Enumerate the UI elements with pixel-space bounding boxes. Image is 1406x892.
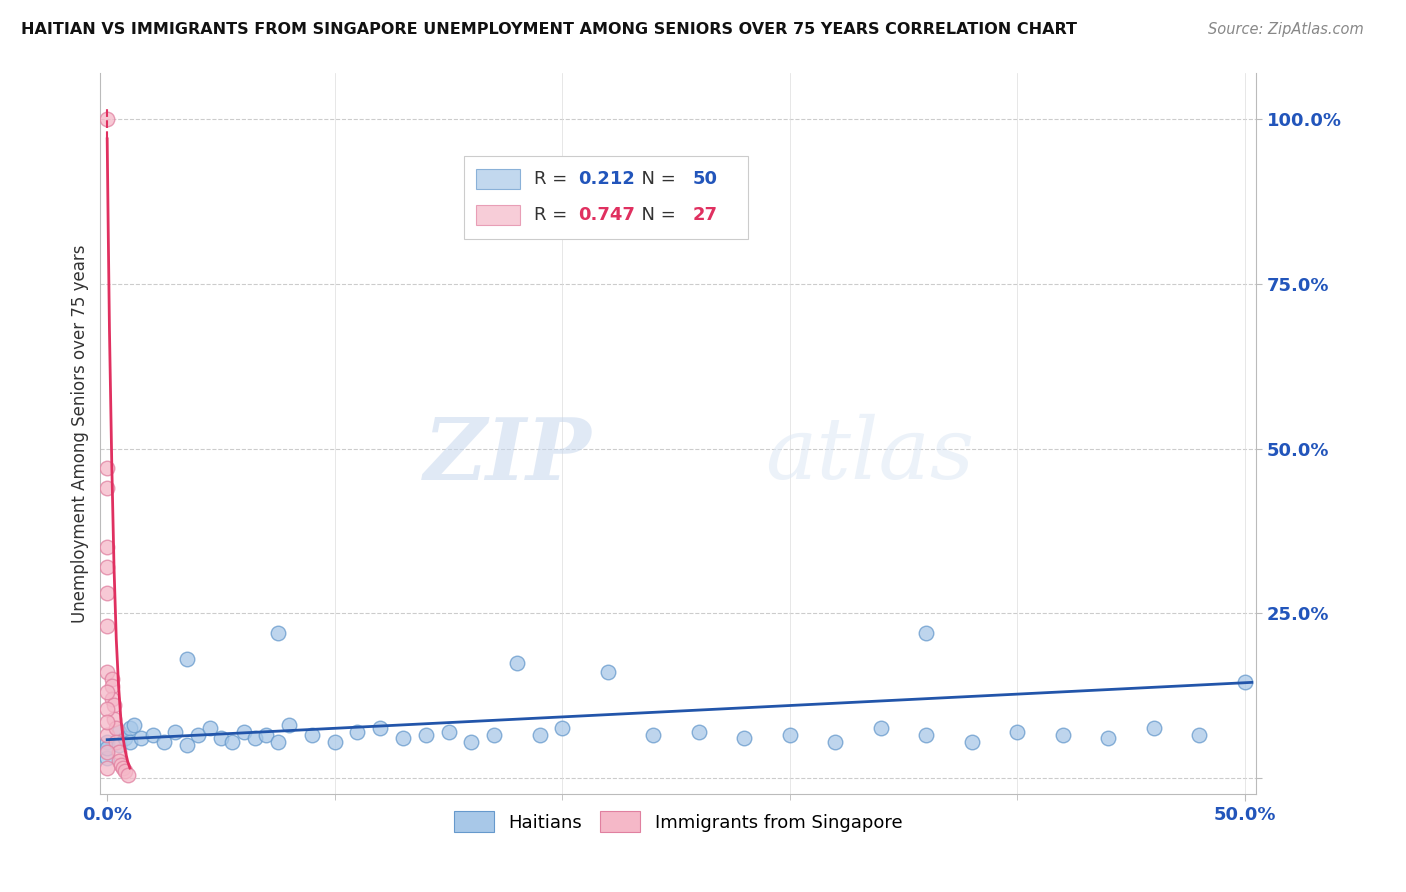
Point [1143, 722, 1166, 736]
FancyBboxPatch shape [477, 169, 520, 189]
Point [96, 702, 118, 716]
Point [460, 734, 482, 748]
Point [96, 741, 118, 756]
Point [301, 728, 323, 742]
Text: Source: ZipAtlas.com: Source: ZipAtlas.com [1208, 22, 1364, 37]
Text: N =: N = [630, 206, 682, 224]
Point [209, 731, 232, 746]
Point [118, 734, 141, 748]
Point [114, 731, 136, 746]
Point [267, 734, 290, 748]
Text: 0.212: 0.212 [578, 170, 634, 188]
Point [870, 722, 893, 736]
Point [112, 761, 135, 775]
Point [124, 718, 146, 732]
Point [278, 718, 301, 732]
Point [779, 728, 801, 742]
FancyBboxPatch shape [464, 156, 748, 239]
Point [176, 652, 198, 666]
Point [1052, 728, 1074, 742]
Point [256, 728, 278, 742]
Point [142, 728, 165, 742]
Point [187, 728, 209, 742]
Point [824, 734, 846, 748]
Point [118, 722, 141, 736]
Point [105, 722, 128, 736]
Point [346, 724, 368, 739]
Point [107, 755, 129, 769]
Point [100, 672, 122, 686]
Point [368, 722, 391, 736]
Text: R =: R = [534, 206, 572, 224]
Point [96, 714, 118, 729]
Point [960, 734, 983, 748]
Text: HAITIAN VS IMMIGRANTS FROM SINGAPORE UNEMPLOYMENT AMONG SENIORS OVER 75 YEARS CO: HAITIAN VS IMMIGRANTS FROM SINGAPORE UNE… [21, 22, 1077, 37]
Point [1097, 731, 1119, 746]
Point [131, 731, 153, 746]
Point [96, 745, 118, 759]
Point [117, 767, 139, 781]
Point [96, 541, 118, 555]
Point [221, 734, 243, 748]
Point [96, 761, 118, 775]
Point [165, 724, 187, 739]
Point [96, 619, 118, 633]
Point [529, 728, 551, 742]
Point [915, 728, 938, 742]
Text: ZIP: ZIP [423, 414, 592, 497]
Point [506, 656, 529, 670]
Text: R =: R = [534, 170, 572, 188]
Point [232, 724, 254, 739]
Point [103, 712, 125, 726]
Point [103, 698, 125, 713]
Point [96, 560, 118, 574]
Point [596, 665, 619, 680]
Point [96, 112, 118, 127]
Point [100, 691, 122, 706]
Point [96, 728, 118, 742]
Point [96, 751, 118, 765]
Point [1188, 728, 1211, 742]
Point [267, 626, 290, 640]
Point [688, 724, 710, 739]
Point [1007, 724, 1029, 739]
Legend: Haitians, Immigrants from Singapore: Haitians, Immigrants from Singapore [447, 805, 910, 839]
Text: 27: 27 [692, 206, 717, 224]
Point [437, 724, 460, 739]
Point [733, 731, 755, 746]
Point [198, 722, 221, 736]
Point [107, 745, 129, 759]
Point [110, 757, 132, 772]
Point [105, 734, 128, 748]
Point [96, 734, 118, 748]
Text: 50: 50 [692, 170, 717, 188]
Point [643, 728, 665, 742]
Point [107, 738, 129, 752]
Text: N =: N = [630, 170, 682, 188]
Point [415, 728, 437, 742]
Point [96, 685, 118, 699]
Point [153, 734, 176, 748]
FancyBboxPatch shape [477, 205, 520, 225]
Y-axis label: Unemployment Among Seniors over 75 years: Unemployment Among Seniors over 75 years [72, 244, 89, 623]
Point [176, 738, 198, 752]
Point [96, 481, 118, 495]
Point [96, 665, 118, 680]
Point [392, 731, 415, 746]
Point [96, 461, 118, 475]
Point [482, 728, 505, 742]
Point [96, 586, 118, 600]
Point [107, 724, 129, 739]
Text: 0.747: 0.747 [578, 206, 634, 224]
Point [323, 734, 346, 748]
Text: atlas: atlas [765, 414, 974, 497]
Point [1233, 675, 1256, 690]
Point [114, 764, 136, 779]
Point [551, 722, 574, 736]
Point [915, 626, 938, 640]
Point [100, 679, 122, 693]
Point [243, 731, 266, 746]
